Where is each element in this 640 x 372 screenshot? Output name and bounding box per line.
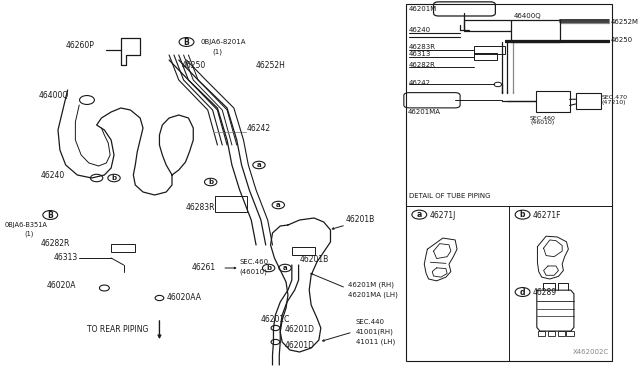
Bar [576,93,600,109]
Text: 46201D: 46201D [285,326,315,334]
Text: 46201B: 46201B [346,215,375,224]
Text: 46250: 46250 [611,37,632,43]
Text: 46201B: 46201B [300,256,329,264]
Text: 46271J: 46271J [429,211,456,220]
Text: (1): (1) [212,49,223,55]
Bar [214,196,246,212]
Text: 46240: 46240 [40,170,65,180]
Text: 41011 (LH): 41011 (LH) [356,339,395,345]
Bar [406,4,612,361]
Text: SEC.440: SEC.440 [356,319,385,325]
Text: 46240: 46240 [409,27,431,33]
Text: b: b [520,210,525,219]
Bar [538,331,545,336]
Text: 46201M (RH): 46201M (RH) [348,282,394,288]
Text: 46283R: 46283R [186,202,215,212]
Bar [511,20,560,42]
Text: SEC.470: SEC.470 [602,95,628,100]
Text: 46201MA: 46201MA [408,109,440,115]
Bar [566,331,574,336]
Text: 46283R: 46283R [409,44,436,49]
Text: 46020A: 46020A [46,280,76,289]
Text: (1): (1) [24,231,33,237]
Text: X462002C: X462002C [573,349,609,355]
Text: (46010): (46010) [531,120,555,125]
Text: 41001(RH): 41001(RH) [356,329,394,335]
Text: 46020AA: 46020AA [166,294,201,302]
Text: (47210): (47210) [602,100,627,105]
Text: 0BJA6-B351A: 0BJA6-B351A [5,222,48,228]
Text: 46252M: 46252M [611,19,639,25]
Text: d: d [520,288,525,296]
Text: b: b [266,265,271,271]
Text: B: B [47,211,53,219]
Bar [111,244,134,252]
Text: B: B [184,38,189,46]
Text: a: a [283,265,287,271]
Text: b: b [111,175,116,181]
Text: 0BJA6-8201A: 0BJA6-8201A [201,39,246,45]
Text: 46282R: 46282R [409,62,436,68]
Text: 46271F: 46271F [532,211,561,220]
Text: 46289: 46289 [532,288,557,297]
Text: 46242: 46242 [246,124,271,132]
Bar [474,53,497,60]
Text: 46201C: 46201C [261,315,291,324]
Text: 46242: 46242 [409,80,431,86]
Text: (46010): (46010) [239,269,268,275]
Text: 46252H: 46252H [256,61,286,70]
Text: 46400Q: 46400Q [38,90,69,99]
Text: 46313: 46313 [53,253,77,263]
Text: 46260P: 46260P [66,41,95,49]
Text: 46282R: 46282R [40,238,70,247]
Bar [548,331,556,336]
Bar [558,331,565,336]
Bar [292,247,316,255]
Text: 46201MA (LH): 46201MA (LH) [348,292,397,298]
Text: a: a [417,210,422,219]
Bar [474,46,505,54]
Text: TO REAR PIPING: TO REAR PIPING [87,326,148,334]
Text: a: a [257,162,261,168]
Text: 46201M: 46201M [409,6,437,12]
Text: 46313: 46313 [409,51,431,57]
Bar [536,91,570,112]
Text: 46261: 46261 [191,263,216,273]
Text: a: a [276,202,280,208]
Text: 46201D: 46201D [285,340,315,350]
Text: SEC.460: SEC.460 [239,259,269,265]
Text: DETAIL OF TUBE PIPING: DETAIL OF TUBE PIPING [409,193,490,199]
Text: 46250: 46250 [182,61,206,70]
Text: b: b [208,179,213,185]
Text: SEC.460: SEC.460 [529,116,556,121]
Text: 46400Q: 46400Q [513,13,541,19]
